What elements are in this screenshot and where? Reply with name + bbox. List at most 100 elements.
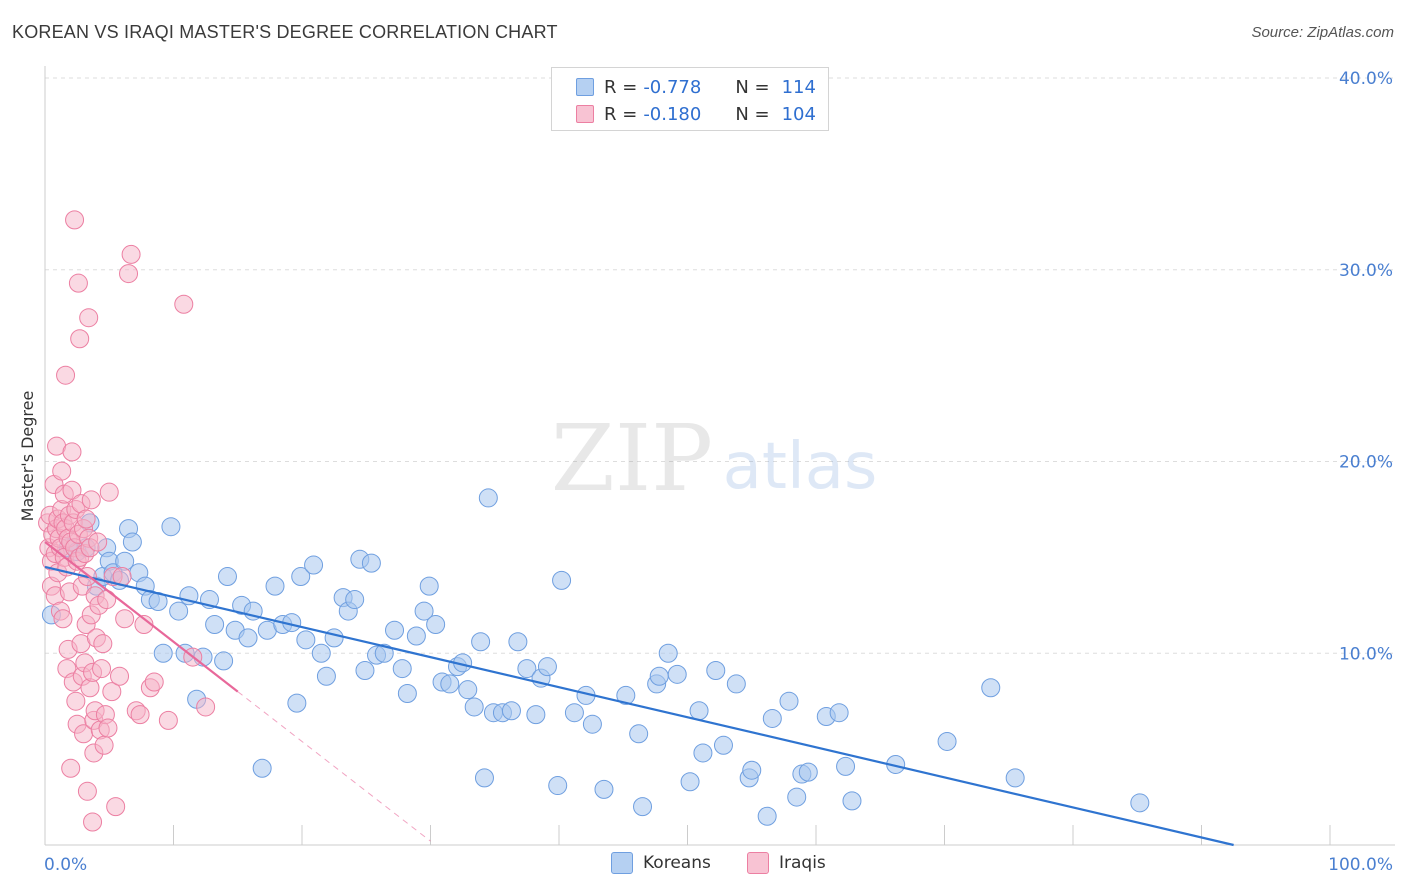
legend-r-value: -0.778: [643, 76, 702, 98]
korean-point: [564, 703, 584, 723]
korean-point: [508, 632, 528, 652]
korean-point: [419, 576, 439, 596]
korean-point: [169, 601, 189, 621]
korean-point: [842, 791, 862, 811]
iraqi-point: [99, 482, 119, 502]
korean-point: [311, 643, 331, 663]
korean-point: [937, 731, 957, 751]
iraqi-point: [79, 308, 99, 328]
legend-row-koreans: R = -0.778 N = 114: [576, 75, 816, 99]
tick-labels: 10.0% 20.0% 30.0% 40.0% 0.0% 100.0%: [44, 69, 1393, 875]
korean-point: [787, 787, 807, 807]
trend-lines: [44, 541, 1234, 847]
korean-point: [252, 758, 272, 778]
legend-n-label: N =: [735, 76, 770, 98]
korean-point: [629, 724, 649, 744]
korean-point: [713, 735, 733, 755]
korean-point: [406, 626, 426, 646]
iraqi-point: [110, 666, 130, 686]
iraqi-trend-extension: [237, 691, 431, 842]
korean-point: [440, 674, 460, 694]
iraqi-swatch: [576, 105, 594, 123]
iraqi-point: [62, 442, 82, 462]
korean-point: [667, 664, 687, 684]
korean-point: [374, 643, 394, 663]
korean-point: [464, 697, 484, 717]
korean-point: [122, 532, 142, 552]
iraqi-point: [52, 461, 72, 481]
stats-legend: R = -0.778 N = 114 R = -0.180 N = 104: [551, 67, 829, 131]
korean-point: [501, 701, 521, 721]
iraqi-point: [76, 509, 96, 529]
iraqi-point: [93, 634, 113, 654]
korean-point: [517, 659, 537, 679]
korean-point: [392, 659, 412, 679]
legend-item-koreans[interactable]: Koreans: [611, 852, 711, 874]
x-tick-label: 100.0%: [1328, 855, 1393, 875]
korean-point: [829, 703, 849, 723]
iraqi-point: [92, 659, 112, 679]
korean-point: [742, 760, 762, 780]
korean-point: [458, 680, 478, 700]
korean-point: [474, 768, 494, 788]
y-tick-label: 40.0%: [1339, 69, 1393, 89]
korean-point: [726, 674, 746, 694]
iraqi-point: [102, 682, 122, 702]
korean-point: [1130, 793, 1150, 813]
korean-point: [426, 614, 446, 634]
korean-point: [414, 601, 434, 621]
iraqi-point: [65, 210, 85, 230]
legend-row-iraqis: R = -0.180 N = 104: [576, 102, 816, 126]
iraqi-point: [98, 718, 118, 738]
korean-point: [552, 570, 572, 590]
korean-point: [762, 708, 782, 728]
korean-point: [779, 691, 799, 711]
x-tick-label: 0.0%: [44, 855, 87, 875]
watermark: ZIP atlas: [551, 405, 877, 512]
iraqi-point: [61, 758, 81, 778]
iraqi-point: [53, 609, 73, 629]
korean-trend-line: [44, 565, 1234, 847]
korean-point: [361, 553, 381, 573]
korean-point: [633, 797, 653, 817]
korean-point: [304, 555, 324, 575]
legend-r-label: R =: [604, 103, 638, 125]
korean-point: [385, 620, 405, 640]
iraqi-point: [77, 781, 97, 801]
iraqi-point: [121, 244, 141, 264]
korean-point: [658, 643, 678, 663]
korean-point: [324, 628, 344, 648]
korean-point: [287, 693, 307, 713]
grid-lines: [45, 77, 1395, 654]
watermark-zip: ZIP: [551, 405, 713, 512]
iraqi-point: [130, 705, 150, 725]
korean-point: [548, 776, 568, 796]
korean-point: [757, 806, 777, 826]
korean-point: [1005, 768, 1025, 788]
korean-point: [217, 567, 237, 587]
chart-title: KOREAN VS IRAQI MASTER'S DEGREE CORRELAT…: [12, 22, 558, 42]
korean-point: [471, 632, 491, 652]
korean-legend-swatch: [611, 852, 633, 874]
legend-item-iraqis[interactable]: Iraqis: [747, 852, 826, 874]
iraqi-point: [106, 797, 126, 817]
legend-n-label: N =: [735, 103, 770, 125]
series-legend: Koreans Iraqis: [0, 852, 1406, 878]
korean-point: [594, 779, 614, 799]
korean-points: [41, 488, 1150, 826]
watermark-atlas: atlas: [723, 430, 878, 504]
korean-point: [649, 666, 669, 686]
y-tick-label: 30.0%: [1339, 261, 1393, 281]
iraqi-point: [62, 480, 82, 500]
y-tick-label: 20.0%: [1339, 453, 1393, 473]
korean-point: [355, 661, 375, 681]
korean-point: [345, 590, 365, 610]
korean-point: [238, 628, 258, 648]
korean-swatch: [576, 78, 594, 96]
korean-point: [296, 630, 316, 650]
iraqi-point: [115, 609, 135, 629]
korean-point: [265, 576, 285, 596]
iraqi-point: [174, 294, 194, 314]
iraqi-point: [88, 532, 108, 552]
korean-point: [582, 714, 602, 734]
